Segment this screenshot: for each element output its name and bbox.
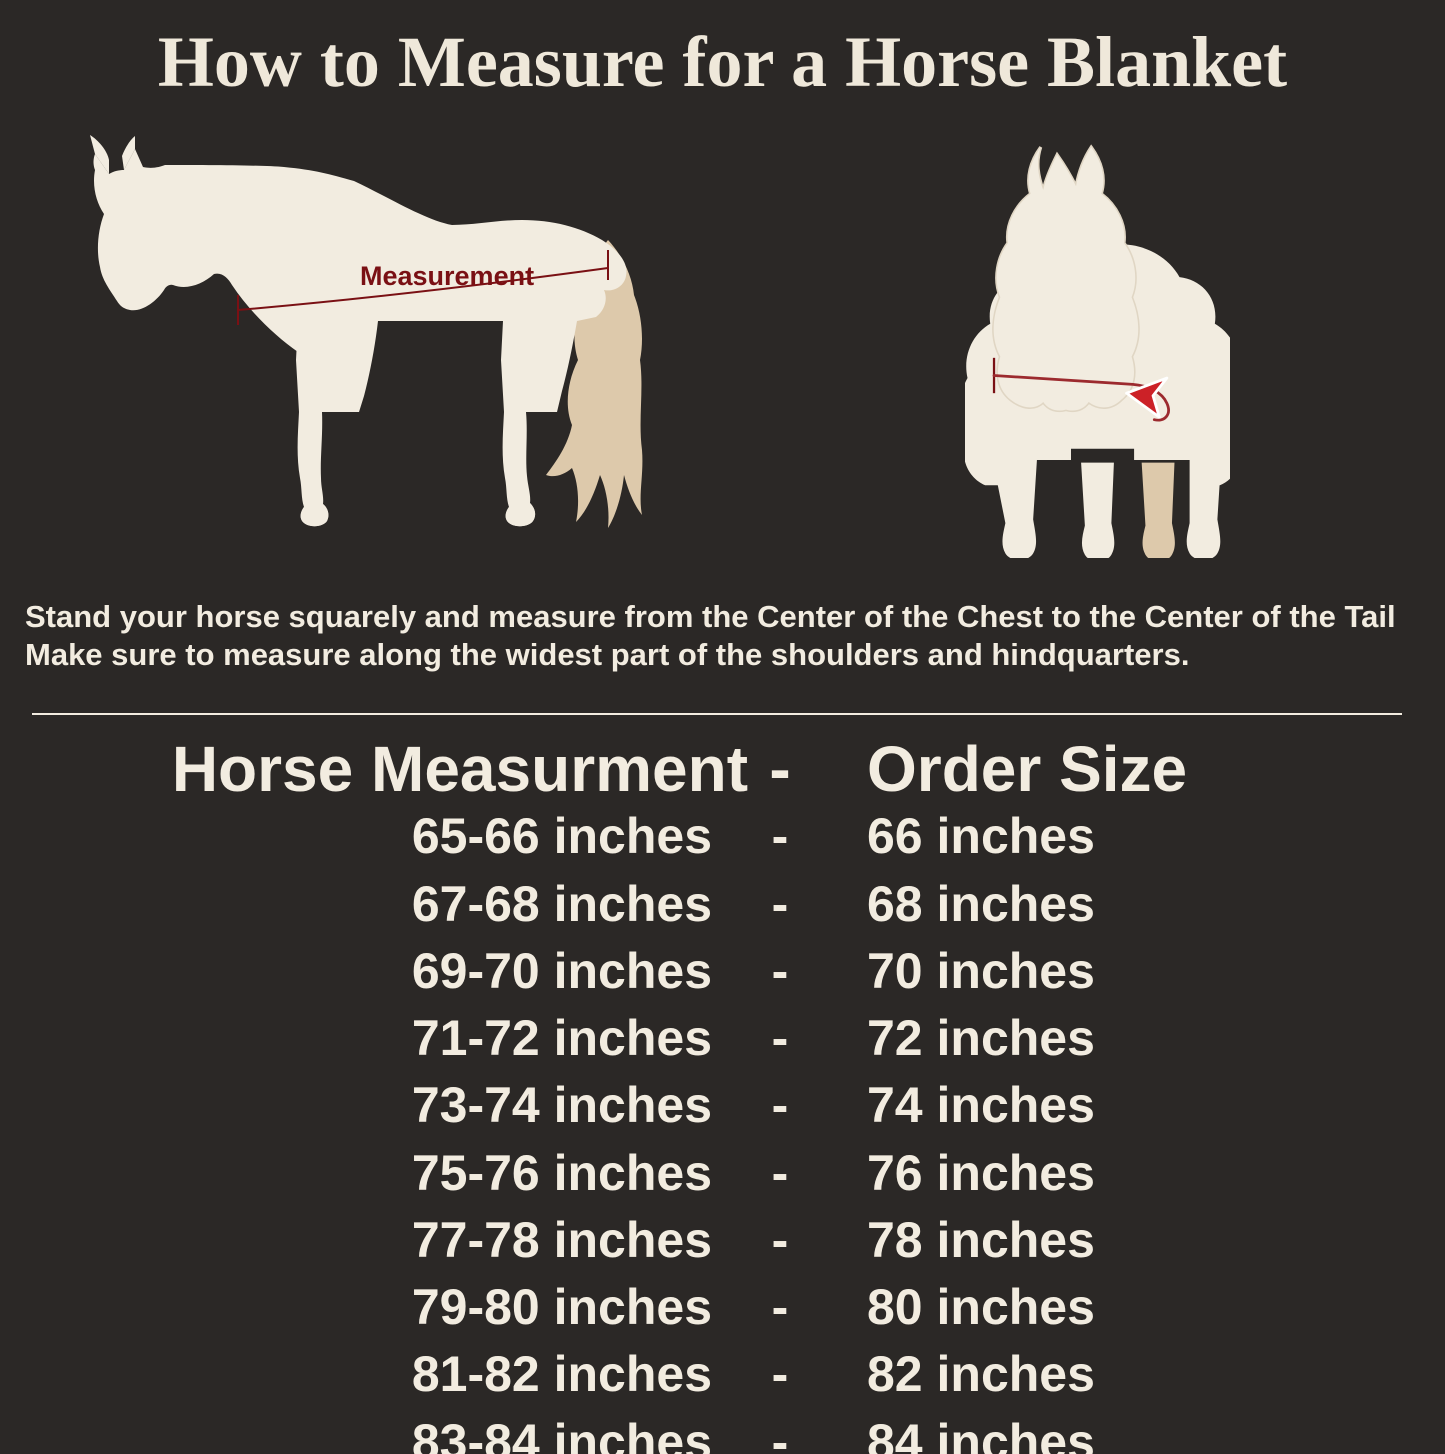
svg-text:Measurement: Measurement	[360, 261, 534, 291]
